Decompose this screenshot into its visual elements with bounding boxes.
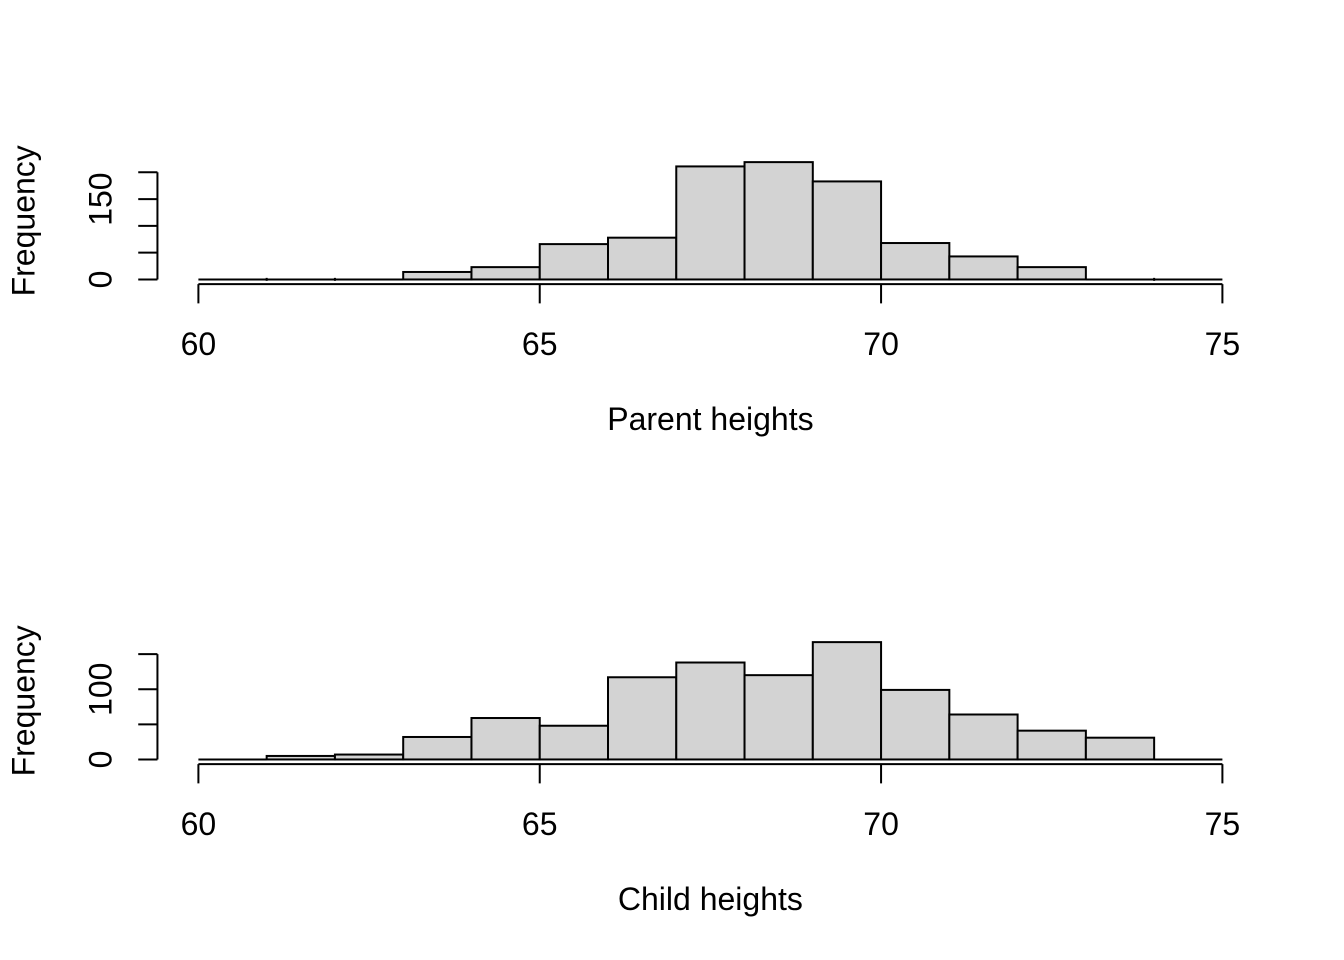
svg-text:Child heights: Child heights (618, 881, 803, 917)
svg-text:0: 0 (82, 271, 118, 289)
svg-text:Parent heights: Parent heights (607, 401, 813, 437)
svg-text:65: 65 (522, 806, 558, 842)
svg-text:70: 70 (863, 326, 899, 362)
svg-text:65: 65 (522, 326, 558, 362)
svg-text:75: 75 (1205, 806, 1241, 842)
svg-text:Frequency: Frequency (6, 625, 42, 776)
svg-text:75: 75 (1205, 326, 1241, 362)
svg-text:70: 70 (863, 806, 899, 842)
svg-text:150: 150 (82, 172, 118, 225)
svg-text:60: 60 (181, 326, 217, 362)
svg-text:60: 60 (181, 806, 217, 842)
svg-text:0: 0 (82, 751, 118, 769)
svg-text:Frequency: Frequency (6, 145, 42, 296)
svg-text:100: 100 (82, 663, 118, 716)
